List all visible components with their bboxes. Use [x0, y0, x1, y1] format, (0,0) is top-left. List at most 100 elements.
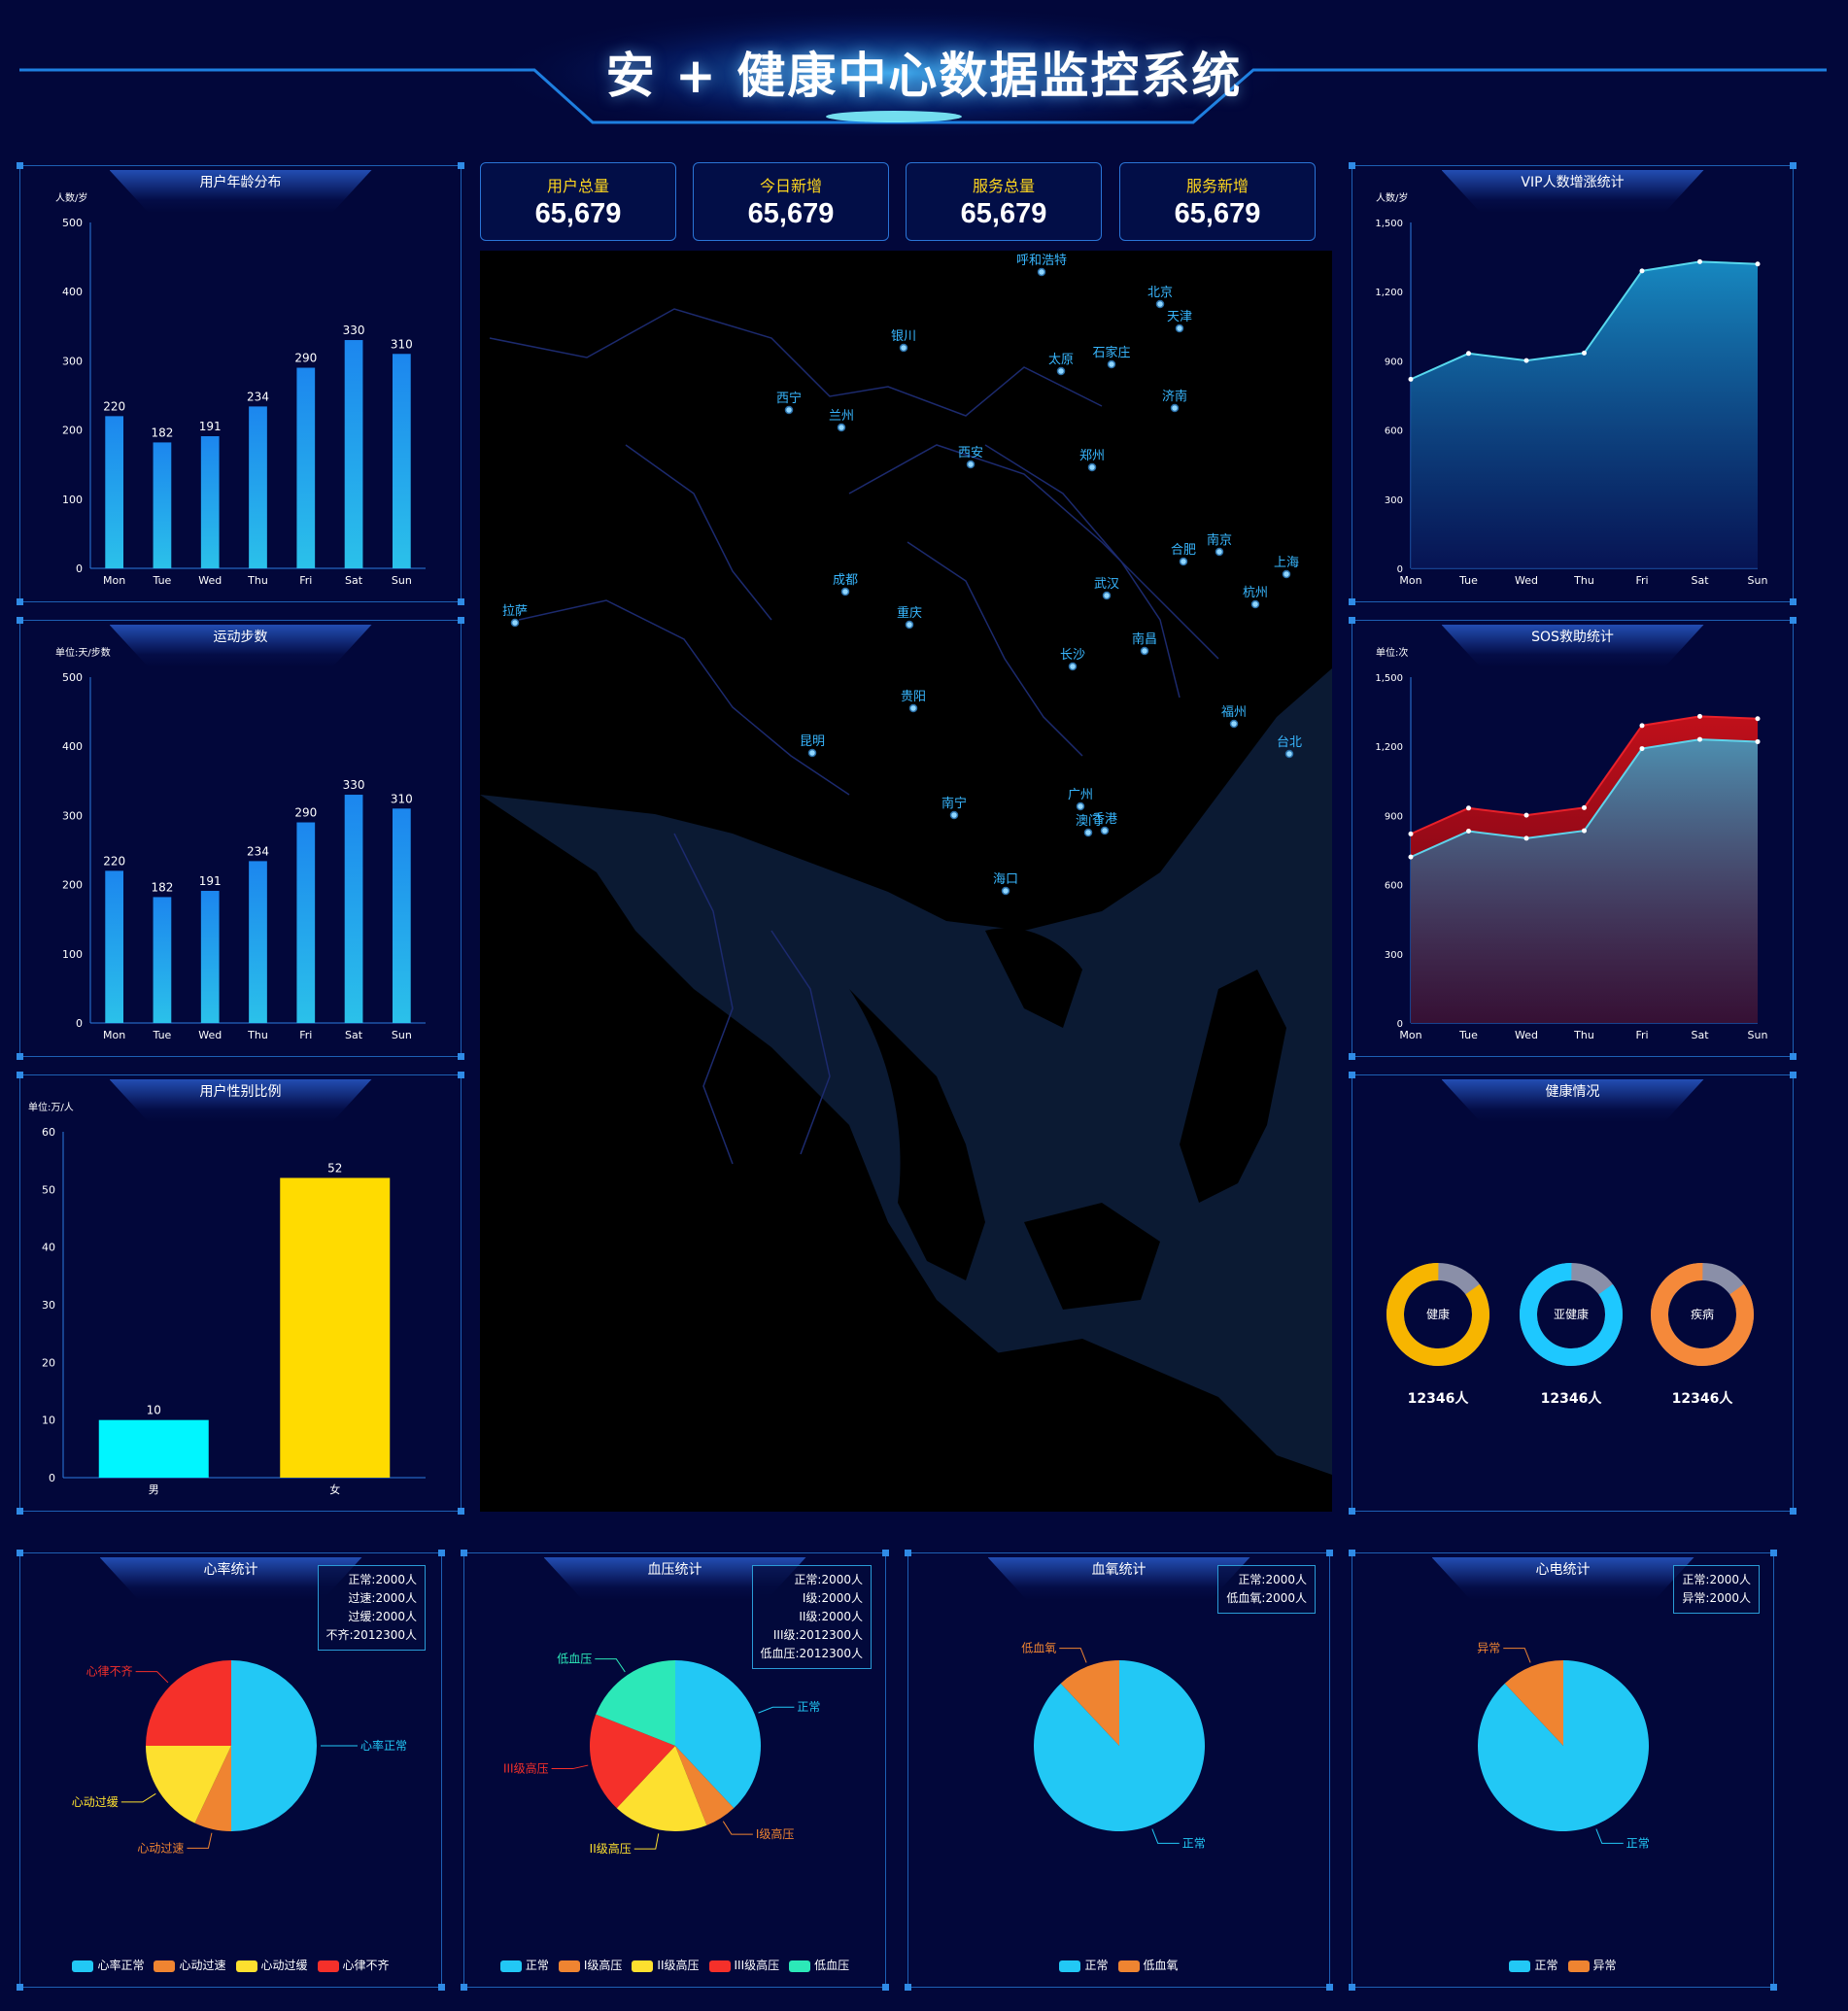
- pie-slice: [675, 1660, 761, 1809]
- data-point: [1639, 268, 1645, 274]
- y-tick-label: 500: [62, 217, 83, 229]
- data-point: [1466, 805, 1471, 811]
- bar-value-label: 310: [391, 792, 413, 805]
- info-line: 正常:2000人: [1238, 1573, 1307, 1586]
- pie-leader-line: [633, 1833, 660, 1850]
- city-label: 长沙: [1060, 648, 1085, 663]
- city-marker: [784, 405, 794, 415]
- donut-label: 健康: [1426, 1307, 1450, 1321]
- pie-leader-line: [722, 1821, 753, 1835]
- bar-value-label: 234: [247, 390, 269, 403]
- legend-item[interactable]: 心动过速: [154, 1957, 226, 1973]
- x-tick-label: Fri: [1635, 1029, 1648, 1041]
- legend-label: 心动过缓: [260, 1959, 308, 1972]
- city-marker: [1083, 828, 1093, 837]
- info-line: 低血氧:2000人: [1226, 1591, 1307, 1605]
- data-point: [1697, 713, 1702, 719]
- data-point: [1582, 350, 1587, 356]
- legend-swatch: [154, 1960, 176, 1972]
- x-tick-label: Fri: [299, 574, 312, 587]
- donut-arc: [1651, 1263, 1754, 1367]
- city-marker: [1229, 719, 1239, 729]
- info-line: 正常:2000人: [348, 1573, 417, 1586]
- bar: [249, 406, 267, 568]
- city-marker: [1175, 324, 1184, 333]
- legend-item[interactable]: 心动过缓: [235, 1957, 308, 1973]
- legend-item[interactable]: II级高压: [632, 1957, 700, 1973]
- oxygen-panel-title: 血氧统计: [987, 1557, 1250, 1600]
- y-tick-label: 500: [62, 671, 83, 684]
- legend-swatch: [632, 1960, 654, 1972]
- legend-item[interactable]: 正常: [1509, 1957, 1558, 1973]
- bar: [392, 354, 411, 568]
- legend-item[interactable]: 低血压: [789, 1957, 849, 1973]
- city-marker: [1284, 749, 1294, 759]
- legend-label: III级高压: [734, 1959, 780, 1972]
- x-tick-label: Mon: [103, 1029, 125, 1041]
- city-label: 澳门: [1076, 813, 1101, 829]
- x-tick-label: Thu: [1573, 1029, 1594, 1041]
- steps-panel: 运动步数 单位:天/步数 0 100 200 300 400 500 220 Mon 182 Tue…: [17, 617, 464, 1060]
- pie-slice-label: I级高压: [756, 1826, 795, 1841]
- info-line: 低血压:2012300人: [760, 1647, 864, 1660]
- y-tick-label: 1,500: [1375, 673, 1403, 684]
- legend-item[interactable]: 正常: [499, 1957, 549, 1973]
- sos-panel-title: SOS救助统计: [1441, 625, 1704, 667]
- bar: [280, 1177, 391, 1478]
- bp-pie-chart: 正常 I级高压 II级高压 III级高压 低血压: [503, 1653, 820, 1856]
- china-map[interactable]: 呼和浩特 北京 天津 银川 太原 石家庄 西宁 兰州 济南 西安 郑州 合肥 南京 上海 拉萨 成都 武汉 杭州重…: [480, 251, 1332, 1512]
- legend-label: II级高压: [657, 1959, 700, 1972]
- legend-item[interactable]: 低血氧: [1117, 1957, 1179, 1973]
- info-line: II级:2000人: [799, 1610, 863, 1623]
- legend-item[interactable]: 心律不齐: [317, 1957, 390, 1973]
- city-label: 南宁: [941, 796, 967, 811]
- y-tick-label: 0: [76, 1017, 83, 1030]
- gender-panel-title: 用户性别比例: [109, 1079, 372, 1122]
- sos-area-chart: 单位:次 0 300 600 900 1,200 1,500 Mon Tue Wed Thu Fri S…: [1375, 646, 1767, 1041]
- city-label: 昆明: [800, 734, 825, 749]
- legend-item[interactable]: 心率正常: [72, 1957, 144, 1973]
- bar: [200, 891, 220, 1023]
- x-tick-label: Tue: [1458, 1029, 1478, 1041]
- heart-legend[interactable]: 心率正常 心动过速 心动过缓 心律不齐: [20, 1957, 441, 1973]
- legend-item[interactable]: I级高压: [558, 1957, 622, 1973]
- data-point: [1466, 351, 1471, 357]
- x-tick-label: 男: [149, 1483, 159, 1496]
- x-tick-label: Sun: [1748, 574, 1768, 587]
- bar-value-label: 10: [147, 1404, 161, 1417]
- info-line: 正常:2000人: [794, 1573, 863, 1586]
- bp-legend[interactable]: 正常 I级高压 II级高压 III级高压 低血压: [464, 1957, 885, 1973]
- legend-item[interactable]: 正常: [1059, 1957, 1109, 1973]
- oxygen-panel: 血氧统计 正常 低血氧 正常:2000人低血氧:2000人 正常 低血氧: [905, 1550, 1333, 1991]
- city-marker: [966, 460, 975, 469]
- pie-slice-label: III级高压: [503, 1761, 549, 1776]
- city-label: 银川: [891, 329, 916, 344]
- legend-swatch: [72, 1960, 94, 1972]
- pie-slice-label: 心动过缓: [72, 1795, 119, 1809]
- ecg-legend[interactable]: 正常 异常: [1352, 1957, 1773, 1973]
- data-point: [1408, 831, 1414, 836]
- y-tick-label: 900: [1385, 357, 1403, 367]
- y-tick-label: 0: [76, 562, 83, 575]
- data-point: [1755, 261, 1761, 267]
- bar-value-label: 290: [294, 806, 317, 820]
- legend-item[interactable]: 异常: [1567, 1957, 1617, 1973]
- gender-panel: 用户性别比例 单位:万/人 0 10 20 30 40 50 60 10 男 52 女: [17, 1072, 464, 1515]
- oxygen-legend[interactable]: 正常 低血氧: [908, 1957, 1329, 1973]
- health-panel: 健康情况 健康 亚健康 疾病 12346人 12346人 12346人: [1349, 1072, 1797, 1515]
- city-label: 台北: [1277, 735, 1302, 750]
- x-tick-label: Sun: [392, 574, 412, 587]
- legend-swatch: [1509, 1960, 1531, 1972]
- y-tick-label: 10: [42, 1415, 55, 1427]
- city-marker: [1068, 662, 1078, 671]
- city-label: 西宁: [776, 391, 802, 406]
- bar-value-label: 330: [343, 778, 365, 792]
- ecg-panel: 心电统计 正常 异常 正常:2000人 异常:2000人 正常 异常: [1349, 1550, 1777, 1991]
- legend-item[interactable]: III级高压: [708, 1957, 780, 1973]
- bar-value-label: 191: [199, 874, 222, 888]
- city-label: 福州: [1221, 705, 1247, 720]
- data-point: [1697, 258, 1702, 264]
- disease-count: 12346人: [1671, 1391, 1733, 1407]
